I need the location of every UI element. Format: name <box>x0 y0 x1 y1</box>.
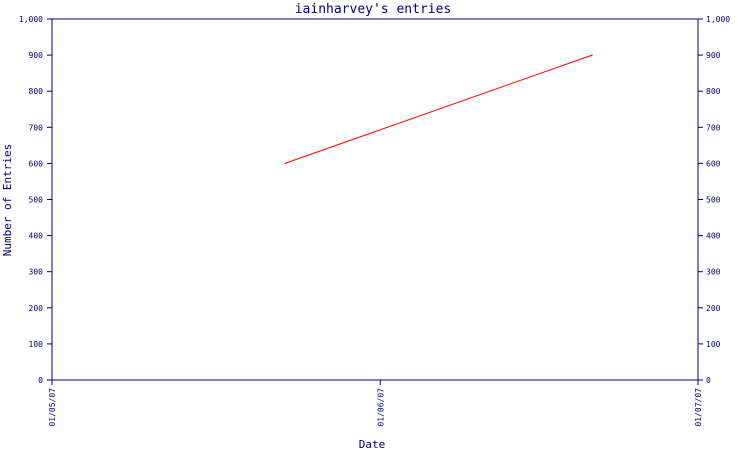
y-tick-label-left: 0 <box>38 376 43 385</box>
series-line <box>284 54 593 164</box>
y-tick-label-left: 800 <box>29 87 44 96</box>
x-tick-label: 01/05/07 <box>48 388 57 427</box>
data-point <box>284 162 286 164</box>
y-tick-label-right: 600 <box>706 159 721 168</box>
y-tick-label-right: 400 <box>706 232 721 241</box>
y-tick-label-left: 900 <box>29 51 44 60</box>
y-tick-label-right: 100 <box>706 340 721 349</box>
y-tick-label-right: 1,000 <box>706 15 730 24</box>
y-tick-label-left: 600 <box>29 159 44 168</box>
y-tick-label-left: 700 <box>29 123 44 132</box>
y-tick-label-right: 800 <box>706 87 721 96</box>
x-tick-label: 01/06/07 <box>376 388 385 427</box>
y-tick-label-left: 100 <box>29 340 44 349</box>
y-tick-label-right: 500 <box>706 196 721 205</box>
x-axis-label: Date <box>359 438 386 450</box>
y-tick-label-left: 1,000 <box>19 15 43 24</box>
y-tick-label-right: 900 <box>706 51 721 60</box>
chart-title: iainharvey's entries <box>295 2 452 17</box>
plot-area: 0 0 100 100 200 200 300 300 400 400 500 500 600 600 70… <box>19 15 730 427</box>
plot-frame <box>51 18 699 381</box>
y-tick-label-left: 200 <box>29 304 44 313</box>
y-axis-label: Number of Entries <box>1 144 14 257</box>
y-tick-label-right: 700 <box>706 123 721 132</box>
x-tick-label: 01/07/07 <box>694 388 703 427</box>
y-tick-label-left: 500 <box>29 196 44 205</box>
data-point <box>591 54 593 56</box>
y-tick-label-right: 200 <box>706 304 721 313</box>
y-tick-label-left: 400 <box>29 232 44 241</box>
y-tick-label-left: 300 <box>29 268 44 277</box>
y-tick-label-right: 300 <box>706 268 721 277</box>
y-tick-label-right: 0 <box>706 376 711 385</box>
